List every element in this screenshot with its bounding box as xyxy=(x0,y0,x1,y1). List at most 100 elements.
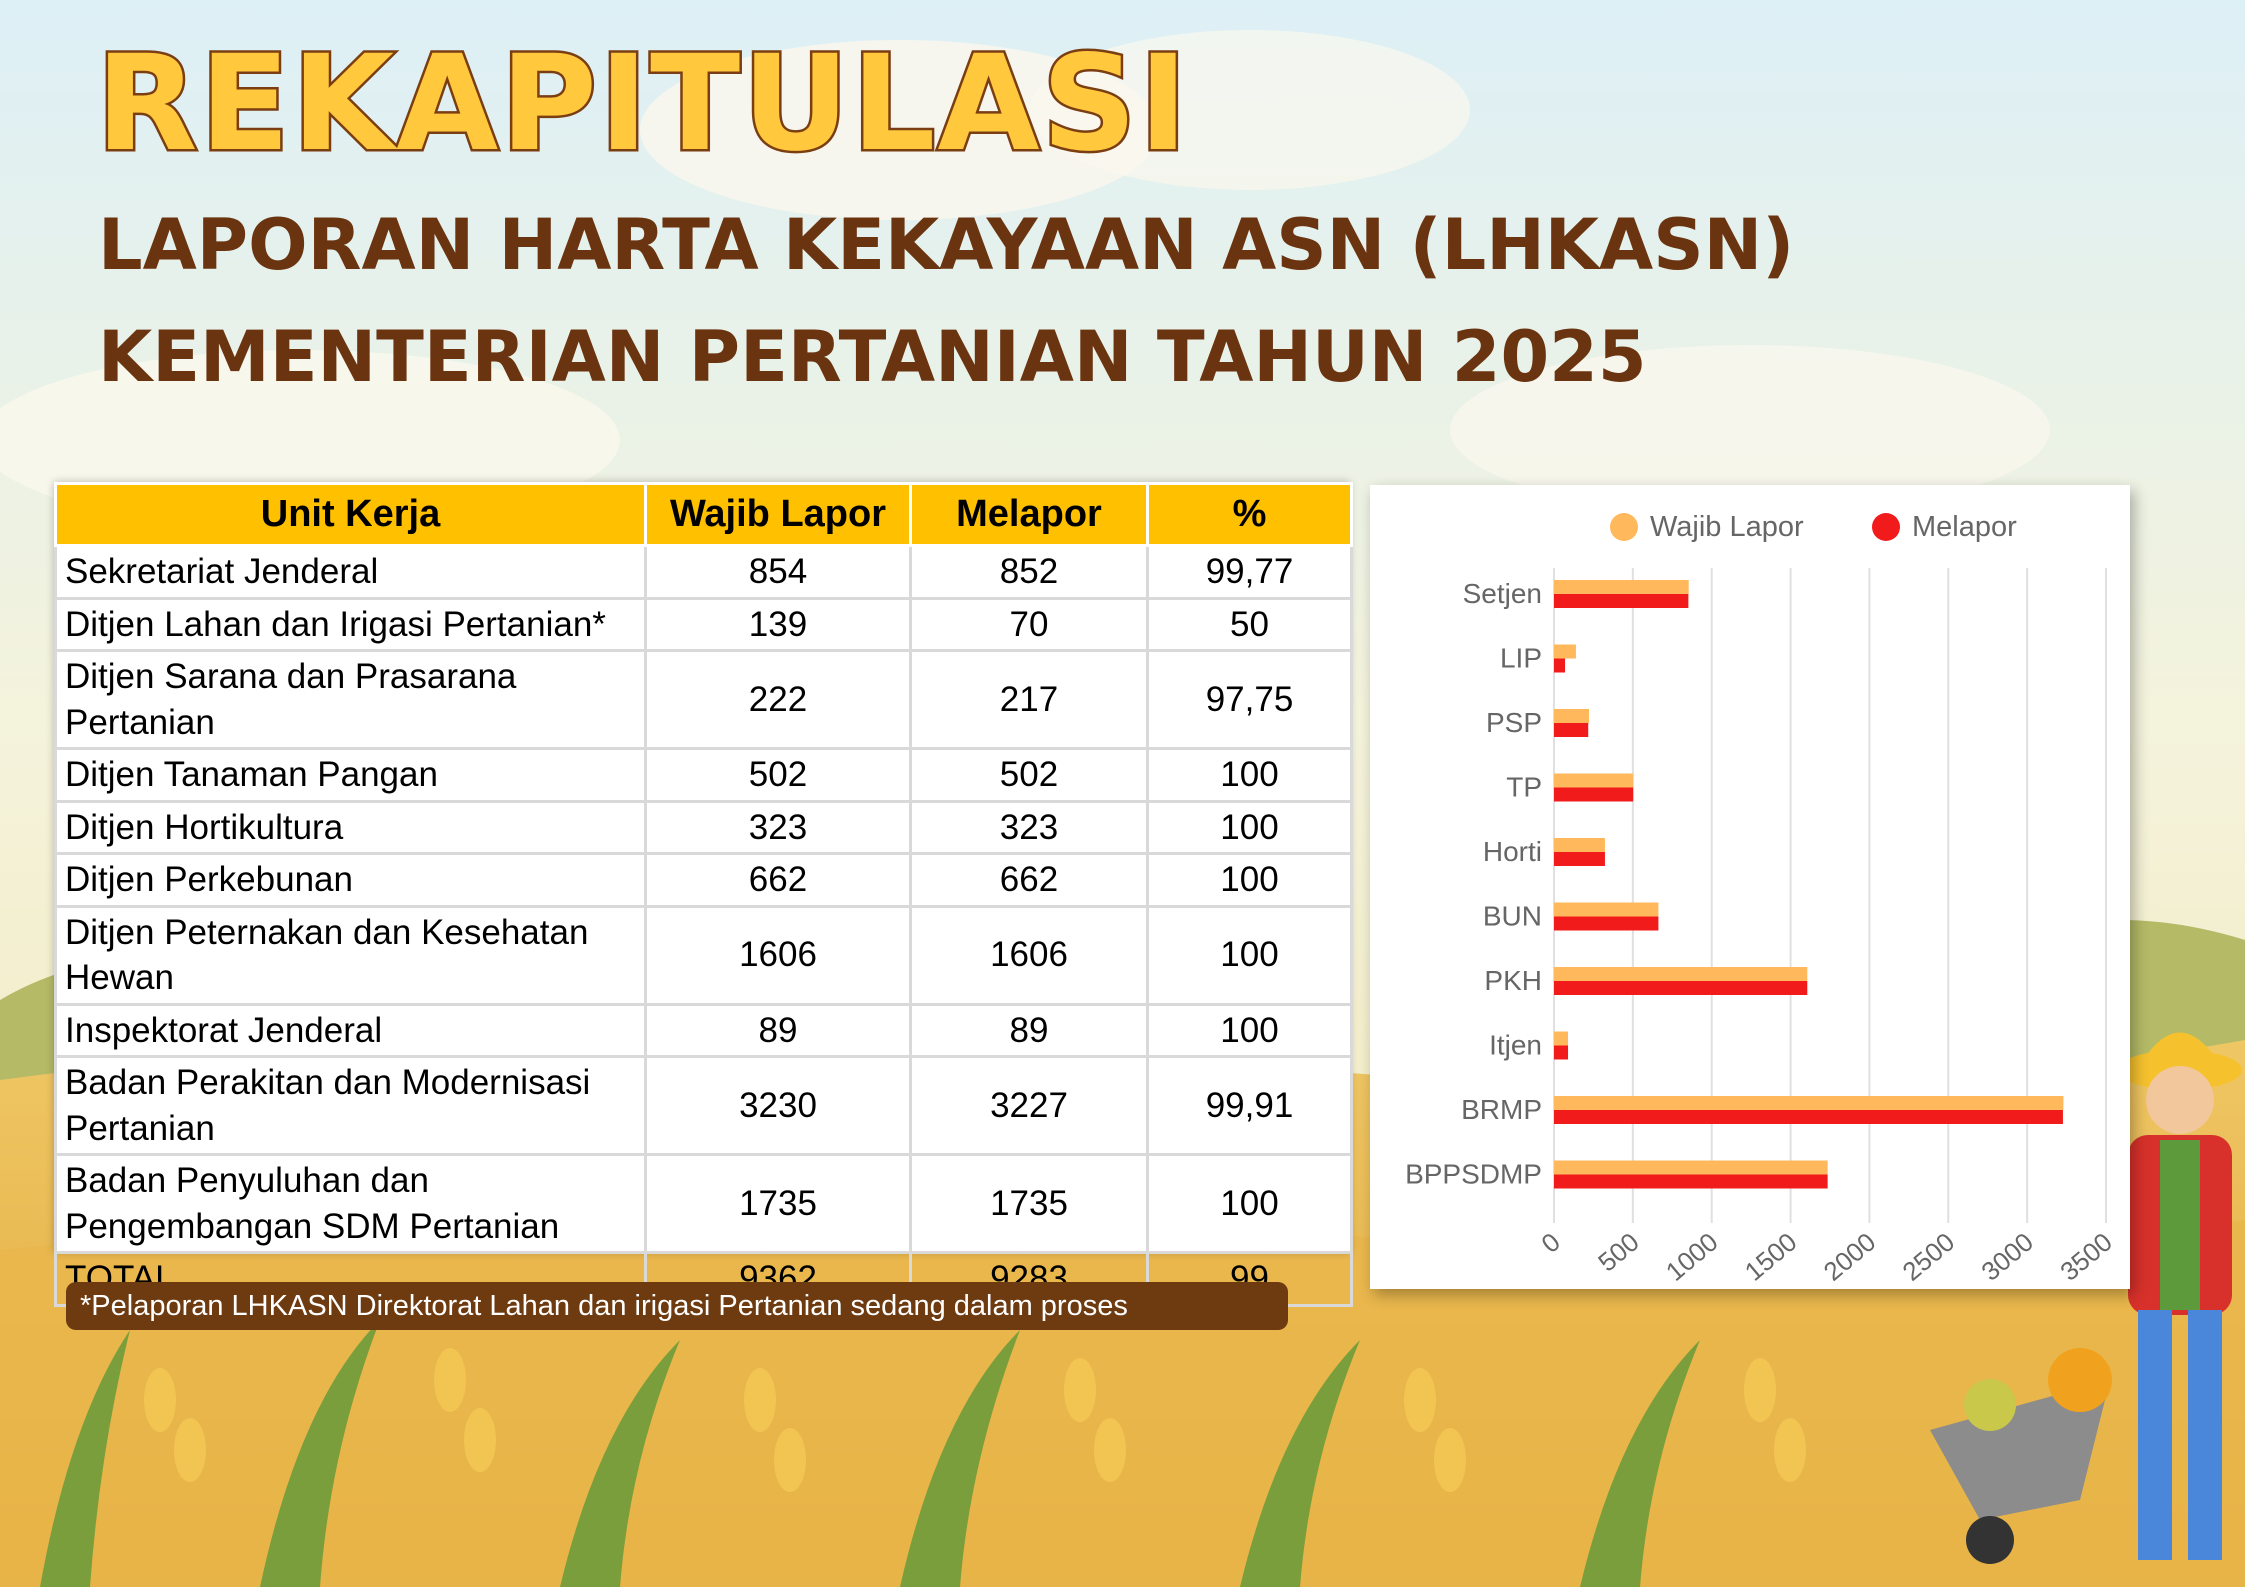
legend-marker xyxy=(1872,513,1900,541)
cell-wajib-lapor: 3230 xyxy=(644,1055,912,1156)
table-row: Sekretariat Jenderal 854 852 99,77 xyxy=(54,544,1353,600)
cell-percent: 100 xyxy=(1146,1002,1353,1058)
bar-melapor xyxy=(1554,852,1605,866)
cell-percent: 100 xyxy=(1146,904,1353,1006)
x-tick-label: 2500 xyxy=(1897,1227,1961,1287)
legend-label: Melapor xyxy=(1912,511,2017,543)
cell-percent: 100 xyxy=(1146,747,1353,803)
y-category-label: BPPSDMP xyxy=(1405,1159,1542,1190)
cell-melapor: 852 xyxy=(909,544,1149,600)
y-category-label: Setjen xyxy=(1463,578,1542,609)
page-subtitle-line1: LAPORAN HARTA KEKAYAAN ASN (LHKASN) xyxy=(98,204,1795,286)
x-tick-label: 3000 xyxy=(1975,1227,2039,1287)
page-title: REKAPITULASI xyxy=(94,27,1191,181)
farmer-illustration xyxy=(1930,1032,2242,1564)
bar-melapor xyxy=(1554,916,1659,931)
cell-melapor: 217 xyxy=(909,649,1149,750)
y-category-label: PKH xyxy=(1484,965,1542,996)
x-tick-label: 1000 xyxy=(1660,1227,1724,1287)
bar-wajib-lapor xyxy=(1554,838,1605,852)
table-row: Ditjen Lahan dan Irigasi Pertanian* 139 70… xyxy=(54,596,1353,652)
cell-wajib-lapor: 1735 xyxy=(644,1153,912,1254)
y-category-label: TP xyxy=(1506,772,1542,803)
table-row: Badan Perakitan dan Modernisasi Pertania… xyxy=(54,1055,1353,1156)
cell-wajib-lapor: 323 xyxy=(644,799,912,855)
cell-melapor: 502 xyxy=(909,747,1149,803)
bar-melapor xyxy=(1554,594,1689,608)
cell-percent: 100 xyxy=(1146,1153,1353,1254)
legend-label: Wajib Lapor xyxy=(1650,511,1804,543)
bar-melapor xyxy=(1554,658,1566,673)
bar-melapor xyxy=(1554,1174,1828,1189)
y-category-label: PSP xyxy=(1486,707,1542,738)
page-subtitle-line2: KEMENTERIAN PERTANIAN TAHUN 2025 xyxy=(98,316,1647,398)
cell-unit-kerja: Ditjen Tanaman Pangan xyxy=(54,747,647,803)
cell-percent: 97,75 xyxy=(1146,649,1353,750)
y-category-label: LIP xyxy=(1500,643,1542,674)
x-tick-label: 0 xyxy=(1535,1227,1565,1259)
table-row: Ditjen Sarana dan Prasarana Pertanian 222… xyxy=(54,649,1353,750)
bar-melapor xyxy=(1554,787,1634,802)
y-category-label: BRMP xyxy=(1461,1094,1542,1125)
table-row: Ditjen Tanaman Pangan 502 502 100 xyxy=(54,747,1353,803)
bar-wajib-lapor xyxy=(1554,902,1659,917)
y-category-label: Itjen xyxy=(1489,1030,1542,1061)
cell-melapor: 89 xyxy=(909,1002,1149,1058)
y-category-label: Horti xyxy=(1483,836,1542,867)
cell-melapor: 323 xyxy=(909,799,1149,855)
cell-melapor: 70 xyxy=(909,596,1149,652)
cell-unit-kerja: Sekretariat Jenderal xyxy=(54,544,647,600)
bar-wajib-lapor xyxy=(1554,709,1590,723)
cell-unit-kerja: Badan Perakitan dan Modernisasi Pertania… xyxy=(54,1055,647,1156)
bar-wajib-lapor xyxy=(1554,1160,1828,1175)
x-tick-label: 2000 xyxy=(1818,1227,1882,1287)
cell-wajib-lapor: 89 xyxy=(644,1002,912,1058)
cell-melapor: 3227 xyxy=(909,1055,1149,1156)
col-header-wajib-lapor: Wajib Lapor xyxy=(644,482,912,547)
y-category-label: BUN xyxy=(1483,901,1542,932)
cell-unit-kerja: Ditjen Peternakan dan Kesehatan Hewan xyxy=(54,904,647,1006)
cell-melapor: 662 xyxy=(909,852,1149,908)
cell-unit-kerja: Badan Penyuluhan dan Pengembangan SDM Pe… xyxy=(54,1153,647,1254)
legend-marker xyxy=(1610,513,1638,541)
col-header-unit-kerja: Unit Kerja xyxy=(54,482,647,547)
cell-percent: 99,77 xyxy=(1146,544,1353,600)
bar-melapor xyxy=(1554,723,1589,737)
summary-table: Unit Kerja Wajib Lapor Melapor % Sekreta… xyxy=(54,482,1353,1307)
cell-melapor: 1735 xyxy=(909,1153,1149,1254)
col-header-percent: % xyxy=(1146,482,1353,547)
bar-chart-card: 0 500 1000 1500 2000 2500 3000 3500 Setjen LIP PSP… xyxy=(1370,485,2130,1289)
table-row: Ditjen Hortikultura 323 323 100 xyxy=(54,799,1353,855)
x-tick-label: 3500 xyxy=(2054,1227,2118,1287)
cell-percent: 99,91 xyxy=(1146,1055,1353,1156)
bar-wajib-lapor xyxy=(1554,1096,2064,1110)
bar-melapor xyxy=(1554,1045,1569,1060)
cell-unit-kerja: Inspektorat Jenderal xyxy=(54,1002,647,1058)
cell-unit-kerja: Ditjen Sarana dan Prasarana Pertanian xyxy=(54,649,647,750)
cell-wajib-lapor: 854 xyxy=(644,544,912,600)
bar-wajib-lapor xyxy=(1554,773,1634,788)
cell-wajib-lapor: 139 xyxy=(644,596,912,652)
col-header-melapor: Melapor xyxy=(909,482,1149,547)
bar-wajib-lapor xyxy=(1554,967,1808,981)
bar-wajib-lapor xyxy=(1554,1031,1569,1046)
bar-wajib-lapor xyxy=(1554,580,1689,594)
table-row: Badan Penyuluhan dan Pengembangan SDM Pe… xyxy=(54,1153,1353,1254)
x-tick-label: 500 xyxy=(1592,1227,1645,1278)
cell-wajib-lapor: 502 xyxy=(644,747,912,803)
table-row: Inspektorat Jenderal 89 89 100 xyxy=(54,1002,1353,1058)
bar-melapor xyxy=(1554,1110,2063,1124)
bar-chart: 0 500 1000 1500 2000 2500 3000 3500 Setjen LIP PSP… xyxy=(1405,511,2118,1287)
cell-wajib-lapor: 662 xyxy=(644,852,912,908)
bar-wajib-lapor xyxy=(1554,644,1576,659)
cell-percent: 99 xyxy=(1146,1251,1353,1307)
cell-wajib-lapor: 1606 xyxy=(644,904,912,1006)
table-row: Ditjen Peternakan dan Kesehatan Hewan 160… xyxy=(54,904,1353,1006)
cell-percent: 50 xyxy=(1146,596,1353,652)
x-tick-label: 1500 xyxy=(1739,1227,1803,1287)
cell-percent: 100 xyxy=(1146,852,1353,908)
table-header-row: Unit Kerja Wajib Lapor Melapor % xyxy=(54,482,1353,547)
cell-unit-kerja: Ditjen Hortikultura xyxy=(54,799,647,855)
table-row: Ditjen Perkebunan 662 662 100 xyxy=(54,852,1353,908)
cell-percent: 100 xyxy=(1146,799,1353,855)
